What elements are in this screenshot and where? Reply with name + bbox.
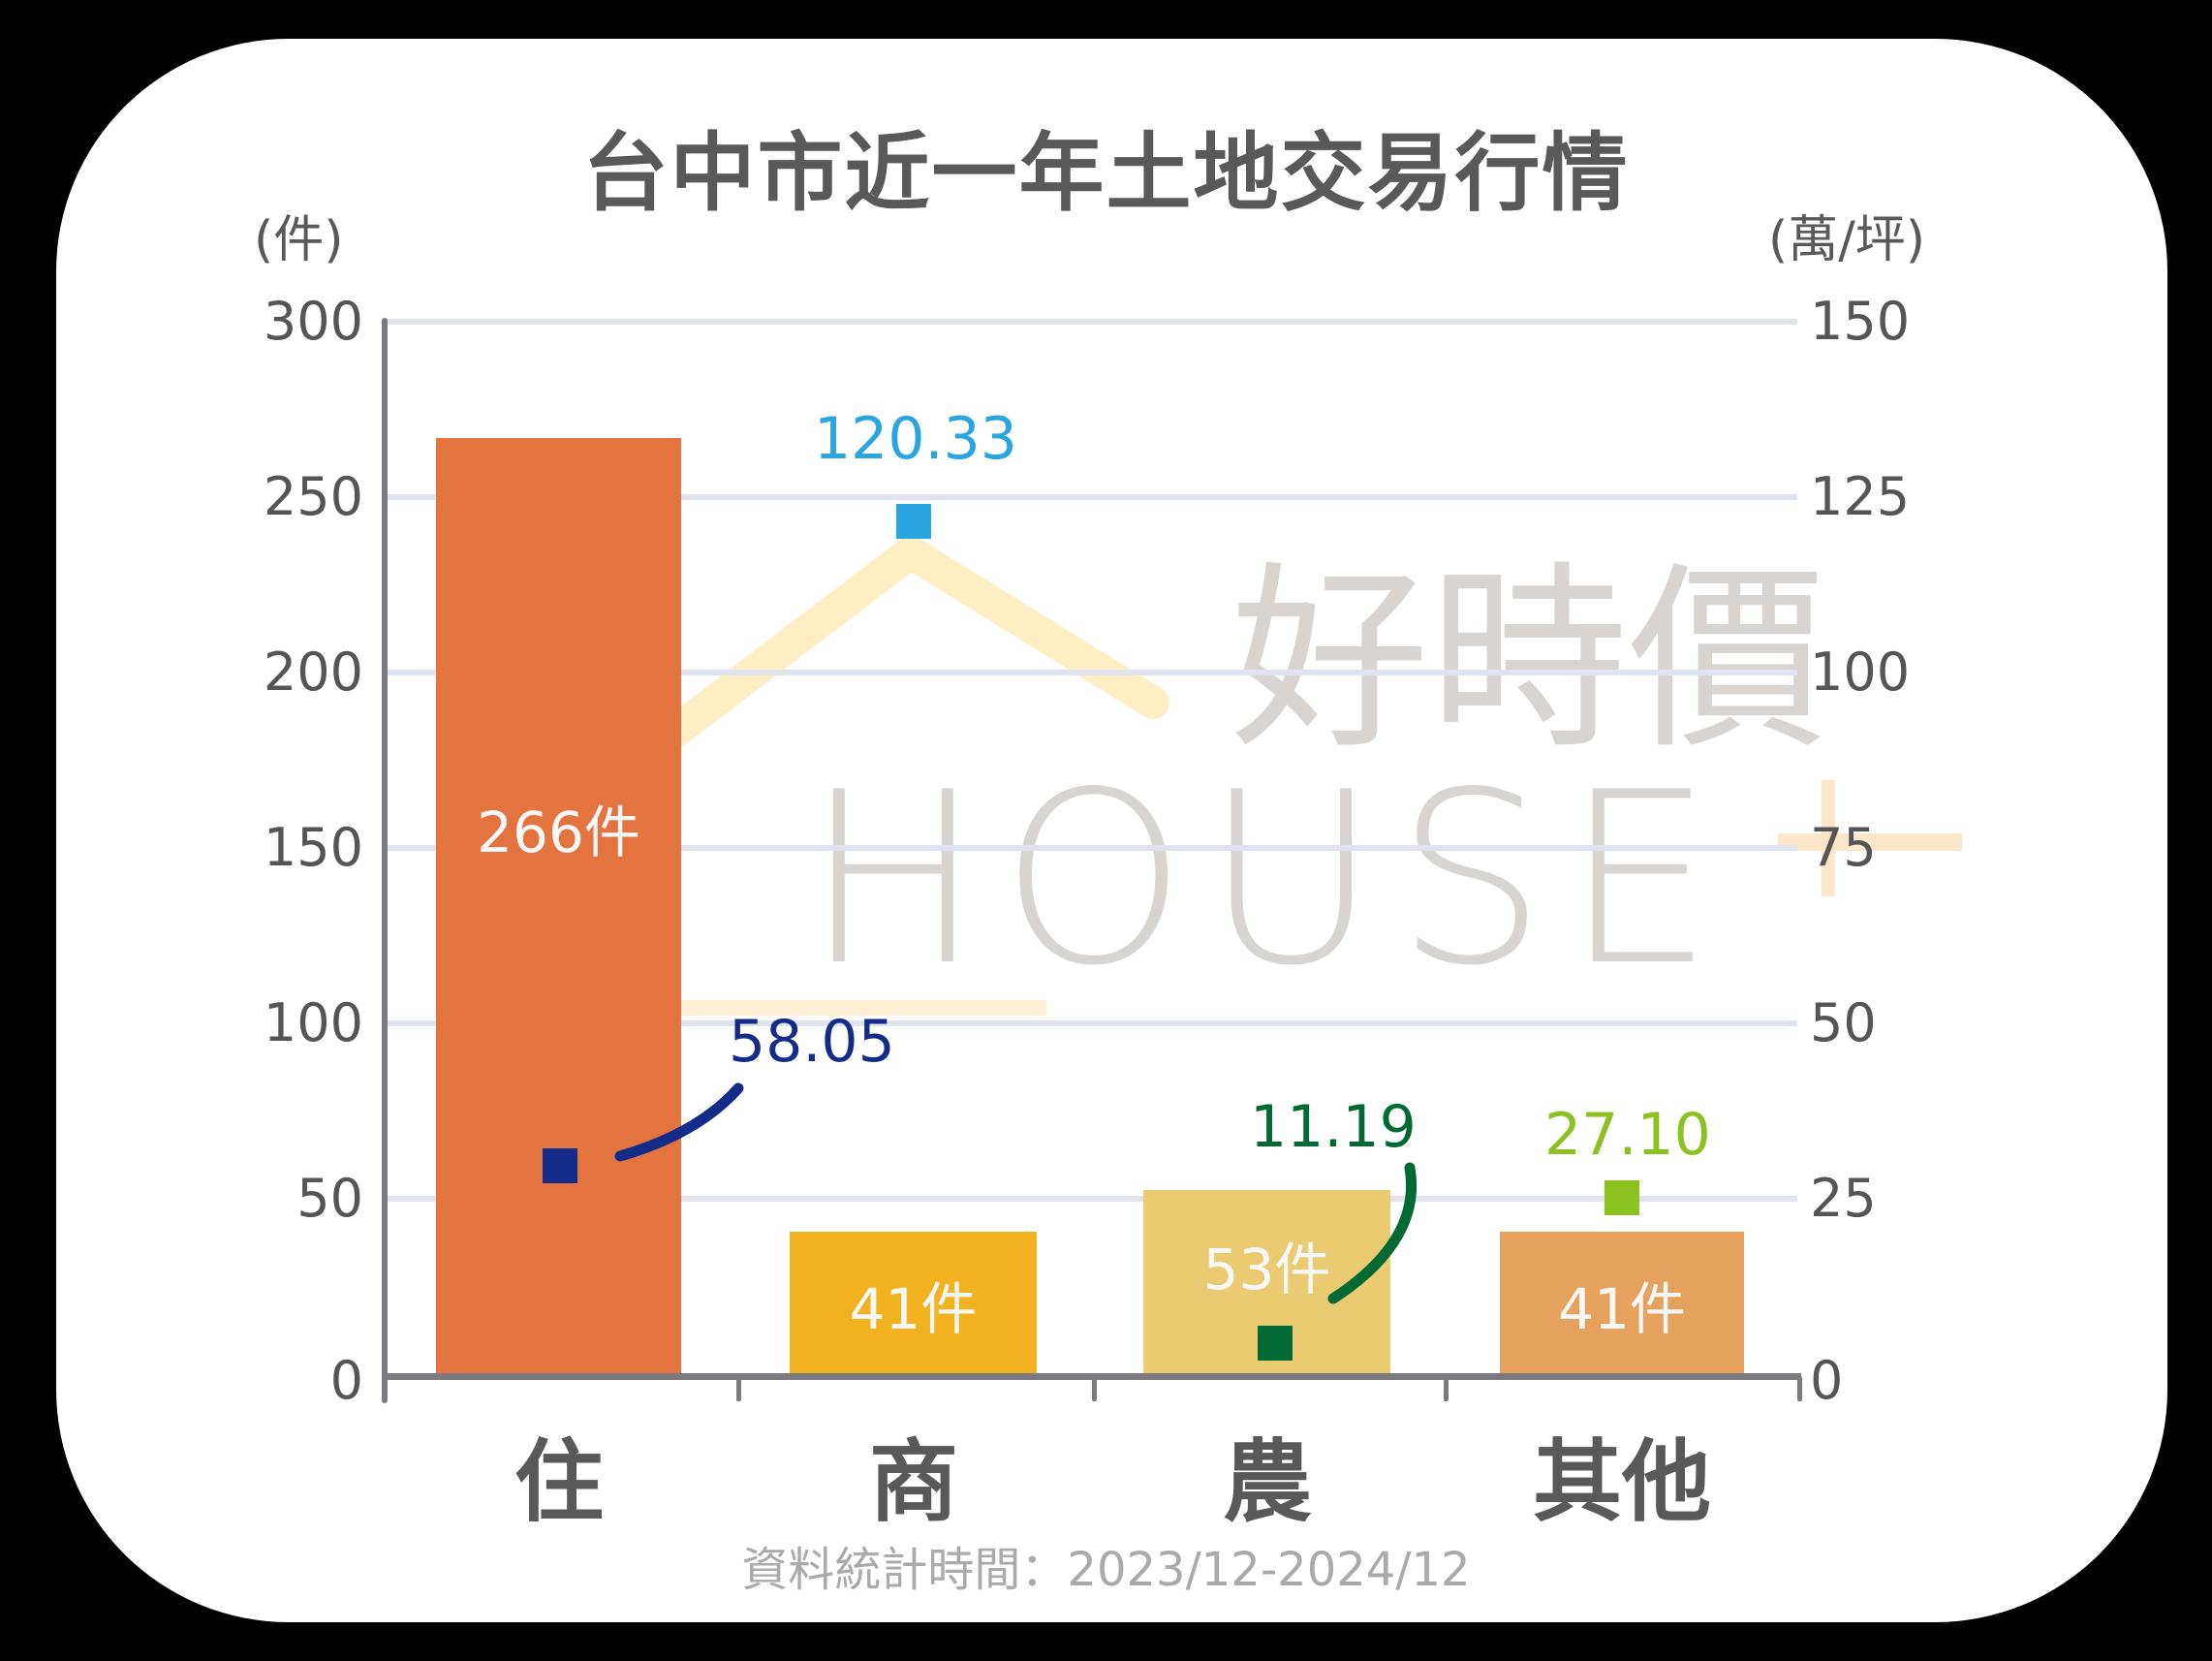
gridline-250 [385,494,1797,500]
data-period-note: 資料統計時間：2023/12-2024/12 [741,1543,1471,1597]
chart-title: 台中市近一年土地交易行情 [582,123,1630,223]
bar-label: 266件 [477,799,640,865]
x-axis-tick [1797,1376,1802,1401]
left-tick: 300 [263,291,363,352]
x-axis-tick [1444,1376,1449,1401]
price-label-agricultural: 11.19 [1250,1093,1417,1161]
bar-commercial: 41件 [790,1232,1037,1376]
right-axis-unit: (萬/坪) [1768,211,1926,269]
price-marker-agricultural [1258,1326,1293,1361]
chart-card [56,39,2167,1622]
left-tick: 250 [263,466,363,527]
right-tick: 150 [1810,291,1911,352]
bar-residential: 266件 [436,438,681,1376]
right-tick: 75 [1810,817,1877,878]
gridline-150 [385,845,1797,851]
gridline-100 [385,1020,1797,1026]
right-tick: 25 [1810,1168,1877,1229]
left-tick: 200 [263,642,363,703]
category-other: 其他 [1532,1430,1711,1534]
right-tick: 125 [1810,466,1911,527]
price-marker-other [1604,1180,1639,1215]
price-marker-residential [543,1148,577,1183]
price-label-commercial: 120.33 [814,405,1017,473]
gridline-300 [385,319,1797,325]
right-tick: 0 [1810,1350,1844,1411]
bar-label: 41件 [1558,1275,1686,1342]
left-tick: 50 [296,1168,363,1229]
bar-label: 53件 [1202,1237,1331,1302]
price-marker-commercial [896,504,931,539]
x-axis-tick [1092,1376,1097,1401]
gridline-50 [385,1196,1797,1202]
bar-label: 41件 [849,1275,978,1342]
y-axis-line [382,318,388,1403]
right-tick: 100 [1810,642,1911,703]
x-axis-tick [382,1376,387,1401]
category-residential: 住 [514,1430,604,1534]
price-label-residential: 58.05 [729,1008,895,1076]
left-tick: 150 [263,817,363,878]
x-axis-tick [736,1376,741,1401]
left-tick: 100 [263,992,363,1053]
gridline-200 [385,670,1797,675]
price-label-other: 27.10 [1544,1101,1711,1169]
bar-other: 41件 [1500,1232,1744,1376]
category-agricultural: 農 [1222,1430,1312,1534]
right-tick: 50 [1810,992,1877,1053]
category-commercial: 商 [868,1430,958,1534]
left-axis-unit: (件) [254,211,344,269]
left-tick: 0 [329,1350,363,1411]
